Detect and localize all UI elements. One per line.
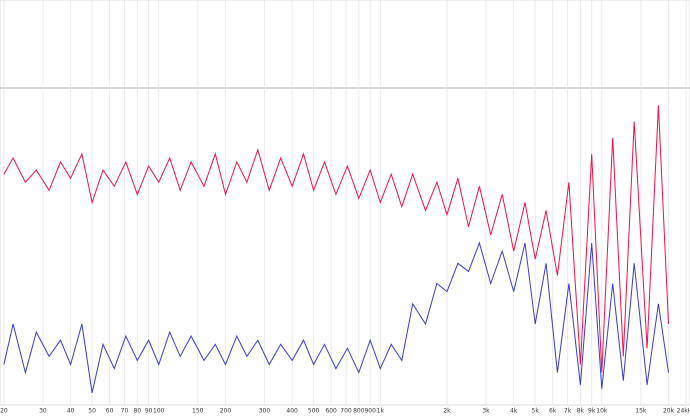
x-tick-label: 100 xyxy=(153,408,165,415)
x-tick-label: 200 xyxy=(220,408,232,415)
x-tick-label: 30 xyxy=(39,408,47,415)
series-line xyxy=(3,105,669,373)
x-tick-label: 50 xyxy=(88,408,96,415)
x-tick-label: 15k xyxy=(635,408,647,415)
x-tick-label: 700 xyxy=(340,408,352,415)
x-tick-label: 8k xyxy=(577,408,585,415)
x-tick-label: 9k xyxy=(588,408,596,415)
x-tick-label: 70 xyxy=(121,408,129,415)
x-tick-label: 90 xyxy=(145,408,153,415)
x-tick-label: 900 xyxy=(364,408,376,415)
x-tick-label: 6k xyxy=(549,408,557,415)
x-tick-label: 3k xyxy=(482,408,490,415)
x-tick-label: 10k xyxy=(596,408,608,415)
x-tick-label: 60 xyxy=(106,408,114,415)
x-tick-label: 150 xyxy=(192,408,204,415)
x-tick-label: 80 xyxy=(133,408,141,415)
x-tick-label: 300 xyxy=(259,408,271,415)
x-tick-label: 2k xyxy=(443,408,451,415)
x-tick-label: 4k xyxy=(510,408,518,415)
x-tick-label: 20 xyxy=(0,408,8,415)
x-tick-label: 20k xyxy=(663,408,675,415)
x-tick-label: 7k xyxy=(564,408,572,415)
series-line xyxy=(3,241,669,394)
x-tick-label: 800 xyxy=(353,408,365,415)
x-tick-label: 24kHz xyxy=(677,408,690,415)
x-tick-label: 400 xyxy=(286,408,298,415)
x-tick-label: 5k xyxy=(532,408,540,415)
x-tick-label: 500 xyxy=(308,408,320,415)
x-tick-label: 1k xyxy=(377,408,385,415)
x-tick-label: 600 xyxy=(325,408,337,415)
x-tick-label: 40 xyxy=(67,408,75,415)
